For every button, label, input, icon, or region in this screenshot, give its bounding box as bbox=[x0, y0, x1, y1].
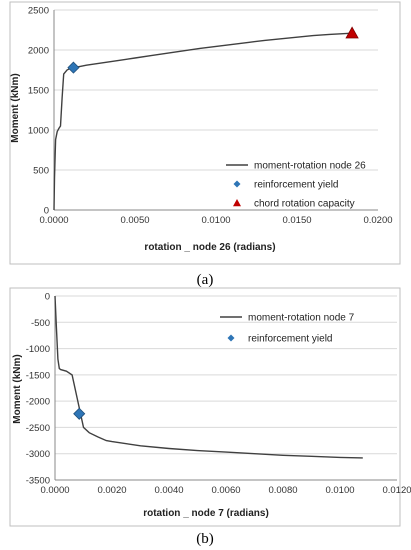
chart-a-x-tick-label: 0.0200 bbox=[363, 215, 392, 226]
chart-a-legend-label: reinforcement yield bbox=[254, 180, 338, 191]
chart-b-x-tick-label: 0.0020 bbox=[97, 485, 126, 496]
chart-b-y-tick-label: -1000 bbox=[26, 344, 50, 355]
chart-b: 0 -500 -1000 -1500 -2000 -2500 -3000 -35000.000… bbox=[9, 287, 411, 527]
chart-a-y-tick-label: 500 bbox=[33, 166, 49, 177]
chart-a-series-line bbox=[53, 32, 353, 211]
chart-b-series-line bbox=[54, 295, 363, 459]
chart-b-y-tick-label: -3000 bbox=[26, 449, 50, 460]
chart-a-y-tick-label: 2500 bbox=[28, 6, 49, 17]
chart-b-x-tick-label: 0.0080 bbox=[268, 485, 297, 496]
chart-a-panel-label: (a) bbox=[197, 272, 214, 288]
chart-a-y-tick-label: 1000 bbox=[28, 126, 49, 137]
chart-b-x-tick-label: 0.0100 bbox=[325, 485, 354, 496]
chart-b-y-tick-label: -3500 bbox=[26, 476, 50, 487]
chart-b-x-tick-label: 0.0000 bbox=[40, 485, 69, 496]
chart-b-frame bbox=[9, 287, 401, 527]
chart-b-legend-label: reinforcement yield bbox=[248, 334, 332, 345]
chart-b-y-tick-label: 0 bbox=[45, 292, 50, 303]
chart-b-y-tick-label: -500 bbox=[31, 318, 50, 329]
chart-a-y-tick-label: 1500 bbox=[28, 86, 49, 97]
chart-b-y-tick-label: -2000 bbox=[26, 397, 50, 408]
chart-a-legend-capacity-swatch bbox=[233, 199, 241, 207]
chart-b-panel-label: (b) bbox=[196, 531, 214, 547]
chart-b-x-tick-label: 0.0040 bbox=[154, 485, 183, 496]
chart-a: 0 500 1000 1500 2000 2500 0.0000 0.0050 0.0100 0.… bbox=[9, 1, 401, 265]
chart-b-legend-label: moment-rotation node 7 bbox=[248, 313, 355, 324]
chart-b-yield-point bbox=[73, 407, 86, 420]
chart-a-x-tick-label: 0.0050 bbox=[120, 215, 149, 226]
chart-b-legend-yield-swatch bbox=[227, 334, 235, 342]
chart-a-legend-yield-swatch bbox=[233, 180, 241, 188]
chart-a-legend-label: moment-rotation node 26 bbox=[254, 161, 366, 172]
chart-b-y-tick-label: -2500 bbox=[26, 423, 50, 434]
chart-a-legend-label: chord rotation capacity bbox=[254, 199, 355, 210]
chart-a-x-tick-label: 0.0150 bbox=[282, 215, 311, 226]
chart-b-ylabel: Moment (kNm) bbox=[12, 354, 23, 423]
chart-a-x-tick-label: 0.0000 bbox=[39, 215, 68, 226]
chart-b-x-tick-label: 0.0120 bbox=[382, 485, 411, 496]
chart-b-y-tick-label: -1500 bbox=[26, 370, 50, 381]
chart-a-capacity-point bbox=[345, 26, 359, 39]
chart-a-y-tick-label: 0 bbox=[44, 206, 49, 217]
chart-a-xlabel: rotation _ node 26 (radians) bbox=[144, 242, 275, 253]
chart-a-y-tick-label: 2000 bbox=[28, 46, 49, 57]
chart-a-frame bbox=[9, 1, 401, 265]
chart-b-x-tick-label: 0.0060 bbox=[211, 485, 240, 496]
chart-a-ylabel: Moment (kNm) bbox=[10, 73, 21, 142]
chart-b-xlabel: rotation _ node 7 (radians) bbox=[143, 508, 269, 519]
chart-a-x-tick-label: 0.0100 bbox=[201, 215, 230, 226]
chart-a-yield-point bbox=[67, 61, 80, 74]
